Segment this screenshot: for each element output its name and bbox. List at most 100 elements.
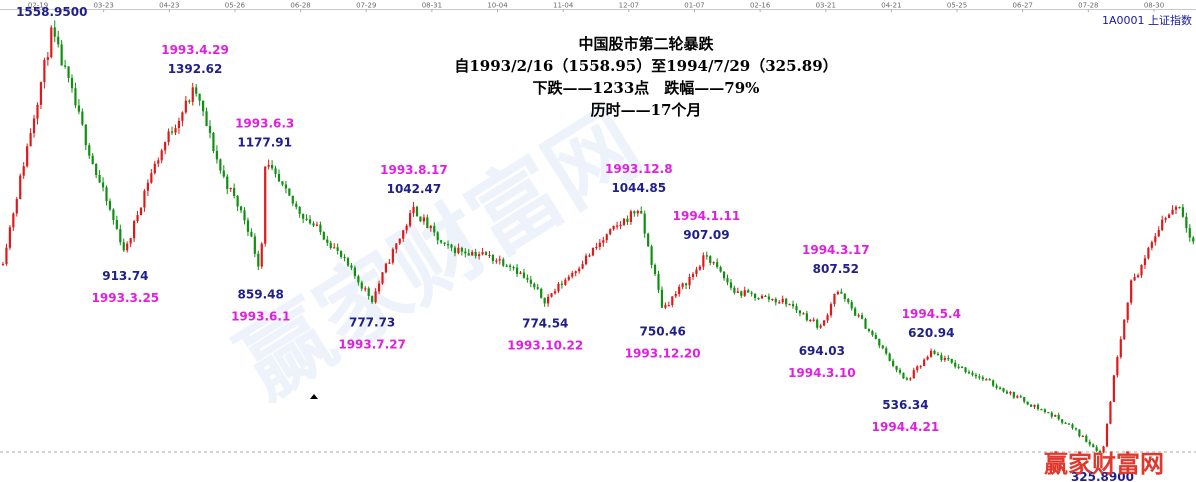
- candle-body: [998, 387, 1002, 389]
- candle-body: [433, 225, 436, 233]
- candle-body: [888, 353, 891, 361]
- key-point-trough: 750.46 1993.12.20: [625, 325, 701, 361]
- candle-body: [329, 242, 332, 248]
- candle-body: [1140, 265, 1143, 276]
- candle-body: [602, 240, 605, 243]
- candle-body: [170, 131, 174, 133]
- candle-body: [319, 224, 322, 232]
- corner-watermark-text: 赢家财富网: [1044, 449, 1164, 478]
- candle-body: [1150, 242, 1153, 248]
- candle-body: [212, 132, 215, 151]
- candle-body: [402, 230, 405, 239]
- candle-body: [1109, 401, 1112, 424]
- candle-body: [46, 57, 49, 60]
- candle-body: [929, 350, 933, 357]
- candle-body: [743, 290, 746, 296]
- candle-body: [1126, 302, 1129, 320]
- candle-body: [1105, 423, 1109, 447]
- candle-body: [153, 163, 156, 174]
- candle-body: [1064, 422, 1067, 424]
- candle-body: [771, 298, 774, 301]
- key-point-price: 536.34: [882, 398, 928, 412]
- candle-body: [353, 267, 356, 277]
- candle-body: [671, 296, 674, 306]
- candle-body: [388, 262, 391, 264]
- candle-body: [70, 77, 74, 89]
- candle-body: [1192, 237, 1195, 242]
- candle-body: [1036, 404, 1040, 410]
- candle-body: [302, 213, 305, 219]
- candle-body: [798, 310, 802, 314]
- candle-body: [174, 128, 177, 133]
- candle-body: [574, 271, 577, 274]
- candle-body: [409, 213, 412, 226]
- ticker-label: 1A0001 上证指数: [1102, 13, 1192, 27]
- candle-body: [53, 27, 56, 37]
- candle-body: [453, 247, 457, 254]
- candle-body: [136, 215, 139, 222]
- candle-body: [77, 105, 80, 112]
- x-axis: 02-19 03-23 04-23 05-26 06-28 07-29 08-31 10-04…: [0, 2, 1196, 12]
- candle-body: [1181, 207, 1184, 217]
- candle-body: [936, 353, 940, 356]
- key-point-price: 325.8900: [1071, 470, 1134, 482]
- candle-body: [236, 195, 239, 207]
- candle-body: [726, 278, 729, 283]
- key-point-peak: 1994.5.4 620.94: [902, 307, 961, 340]
- candle-body: [446, 243, 450, 246]
- candle-body: [605, 234, 608, 241]
- candle-body: [381, 272, 384, 284]
- candle-body: [1185, 216, 1188, 229]
- x-tick-label: 01-07: [684, 2, 704, 10]
- candle-body: [436, 232, 439, 241]
- candle-body: [367, 288, 370, 296]
- x-tick-label: 11-04: [553, 2, 574, 10]
- candle-body: [1030, 404, 1033, 407]
- candle-body: [98, 174, 101, 183]
- candle-body: [1161, 219, 1164, 231]
- candle-body: [564, 279, 567, 285]
- key-point-price: 777.73: [349, 315, 395, 329]
- candle-body: [243, 210, 246, 221]
- candle-body: [264, 166, 267, 244]
- candle-body: [1147, 247, 1150, 259]
- candle-body: [967, 372, 971, 374]
- candle-body: [636, 210, 639, 214]
- key-point-date: 1994.1.11: [673, 209, 741, 223]
- candle-body: [616, 225, 619, 227]
- candle-body: [419, 216, 422, 222]
- candle-body: [864, 318, 867, 329]
- candle-body: [898, 369, 902, 373]
- x-tick-label: 08-31: [422, 2, 442, 10]
- candle-body: [926, 356, 929, 360]
- candle-body: [481, 252, 484, 255]
- candle-body: [678, 286, 681, 294]
- title-line-3: 下跌——1233点 跌幅——79%: [533, 79, 760, 97]
- candle-body: [281, 181, 284, 185]
- candle-body: [57, 36, 60, 45]
- candle-body: [88, 145, 91, 156]
- candle-body: [698, 266, 701, 270]
- candle-body: [729, 282, 733, 288]
- candle-body: [685, 283, 688, 286]
- key-point-date: 1993.6.3: [235, 116, 294, 130]
- candle-body: [588, 255, 591, 257]
- candle-body: [581, 264, 584, 269]
- candle-body: [1040, 409, 1043, 411]
- candle-body: [754, 293, 757, 299]
- key-point-price: 907.09: [683, 228, 729, 242]
- candle-body: [143, 190, 146, 208]
- candle-body: [664, 305, 667, 308]
- key-point-date: 1994.4.21: [872, 420, 940, 434]
- key-point-trough: 859.48 1993.6.1: [231, 287, 290, 323]
- candle-body: [522, 272, 526, 278]
- candle-body: [1123, 319, 1126, 340]
- x-tick-label: 06-28: [290, 2, 310, 10]
- candle-body: [974, 374, 977, 377]
- candle-body: [233, 187, 236, 196]
- candle-body: [981, 377, 984, 380]
- candle-body: [885, 348, 888, 354]
- x-tick-label: 05-25: [947, 2, 967, 10]
- candle-body: [246, 220, 250, 232]
- candle-body: [202, 100, 205, 112]
